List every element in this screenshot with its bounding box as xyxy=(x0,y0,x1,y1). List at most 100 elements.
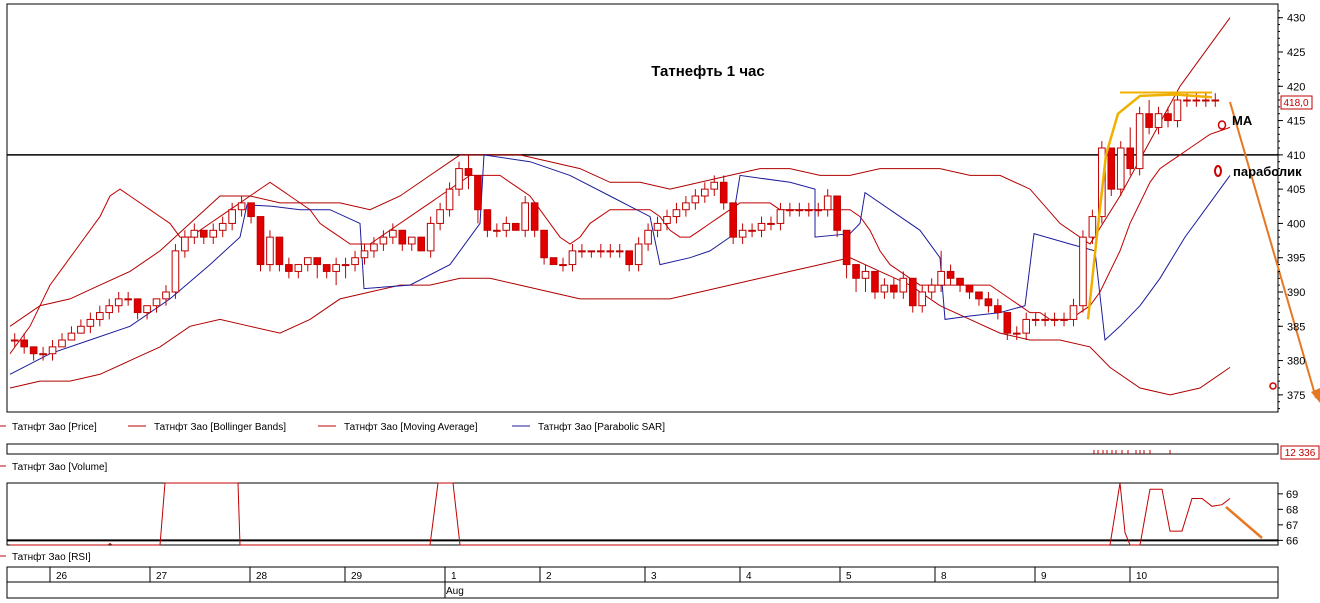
annotation-parabolic: параболик xyxy=(1233,164,1302,179)
candle-body xyxy=(1116,147,1125,190)
candle xyxy=(114,292,123,313)
candle-body xyxy=(814,209,823,212)
candle xyxy=(407,236,416,251)
candle-body xyxy=(738,229,747,238)
candle xyxy=(247,202,255,224)
candle-body xyxy=(1173,99,1182,122)
candle-body xyxy=(625,250,633,266)
candle xyxy=(502,216,511,238)
candle xyxy=(199,229,208,244)
price-y-tick-label: 390 xyxy=(1287,287,1305,299)
forecast-arrowhead xyxy=(1311,388,1320,403)
candle xyxy=(171,244,180,299)
candle-body xyxy=(294,264,303,272)
candle-body xyxy=(1003,312,1012,334)
date-labels: 26 27 28 29 1 2 3 4 5 8 9 10 xyxy=(49,567,1148,598)
candle xyxy=(814,202,823,217)
price-y-tick-label: 395 xyxy=(1287,253,1305,265)
candle xyxy=(700,182,709,203)
candle xyxy=(124,292,132,306)
candle xyxy=(1060,312,1068,327)
candle-body xyxy=(114,298,123,307)
date-label: 10 xyxy=(1136,571,1148,582)
candle xyxy=(29,346,38,361)
candle xyxy=(10,333,19,347)
candle-body xyxy=(653,222,662,231)
date-label: 29 xyxy=(351,571,363,582)
candle-body xyxy=(275,236,284,266)
candle-body xyxy=(1135,113,1144,170)
bollinger-upper-line xyxy=(9,17,1231,327)
candle xyxy=(1088,209,1097,244)
candle-body xyxy=(937,270,945,286)
candle xyxy=(1079,230,1087,313)
candle xyxy=(360,244,369,265)
candle xyxy=(455,161,463,196)
candle-body xyxy=(521,202,530,231)
date-label: 4 xyxy=(746,571,752,582)
candle xyxy=(691,189,700,210)
candle-body xyxy=(757,222,766,231)
candle-body xyxy=(568,250,577,266)
rsi-y-axis: 69 68 67 66 xyxy=(1278,489,1298,547)
candle xyxy=(861,264,870,292)
candle-body xyxy=(360,250,369,259)
rsi-panel xyxy=(6,482,1279,546)
candle-body xyxy=(77,325,85,334)
volume-last-tag: 12 336 xyxy=(1280,445,1320,460)
candle xyxy=(483,209,492,238)
candle-body xyxy=(303,257,312,266)
candle-body xyxy=(833,195,841,231)
candle-body xyxy=(984,298,993,307)
candle xyxy=(95,305,104,327)
candle xyxy=(578,244,586,258)
date-label: 8 xyxy=(941,571,947,582)
candle xyxy=(1012,326,1021,340)
price-y-tick-label: 385 xyxy=(1287,321,1305,333)
candle xyxy=(729,202,737,244)
candle xyxy=(823,189,832,217)
candle xyxy=(417,236,426,252)
moving-average-line xyxy=(9,126,1231,354)
trend-curve xyxy=(1086,93,1213,320)
candle xyxy=(152,298,161,313)
candle xyxy=(303,257,312,272)
candle xyxy=(937,250,945,292)
chart-title: Татнефть 1 час xyxy=(651,63,764,80)
candle xyxy=(1202,93,1210,107)
candle xyxy=(228,202,236,231)
candle xyxy=(795,202,804,217)
candle-body xyxy=(48,346,57,355)
candle xyxy=(1116,141,1125,196)
candle-body xyxy=(823,195,832,211)
candle-body xyxy=(871,270,879,293)
last-price-label: 418,0 xyxy=(1283,98,1308,109)
candle-body xyxy=(975,291,983,300)
candle-body xyxy=(493,229,501,232)
candle-body xyxy=(795,209,804,212)
candle xyxy=(1003,312,1012,340)
candle-body xyxy=(266,236,274,266)
candle-body xyxy=(1211,99,1220,102)
candle-body xyxy=(1031,318,1040,321)
candle xyxy=(48,340,57,361)
candle xyxy=(266,230,274,272)
candle-body xyxy=(502,222,511,231)
candle-body xyxy=(1041,318,1049,321)
candle xyxy=(804,202,813,217)
candle-body xyxy=(256,216,265,266)
candle-body xyxy=(455,168,463,190)
candle xyxy=(474,174,482,224)
candle-body xyxy=(285,264,293,272)
volume-last-value: 12 336 xyxy=(1285,448,1316,459)
ma-marker xyxy=(1217,120,1227,130)
candle xyxy=(1031,312,1040,327)
candle-body xyxy=(39,353,47,356)
candle-body xyxy=(445,188,454,211)
candle-body xyxy=(143,305,151,314)
candle-body xyxy=(20,339,28,348)
candle-body xyxy=(1107,147,1116,190)
candle-body xyxy=(171,250,180,293)
price-y-tick-label: 375 xyxy=(1287,390,1305,402)
price-legend: Татнфт Зао [Price] Татнфт Зао [Bollinger… xyxy=(0,421,665,433)
